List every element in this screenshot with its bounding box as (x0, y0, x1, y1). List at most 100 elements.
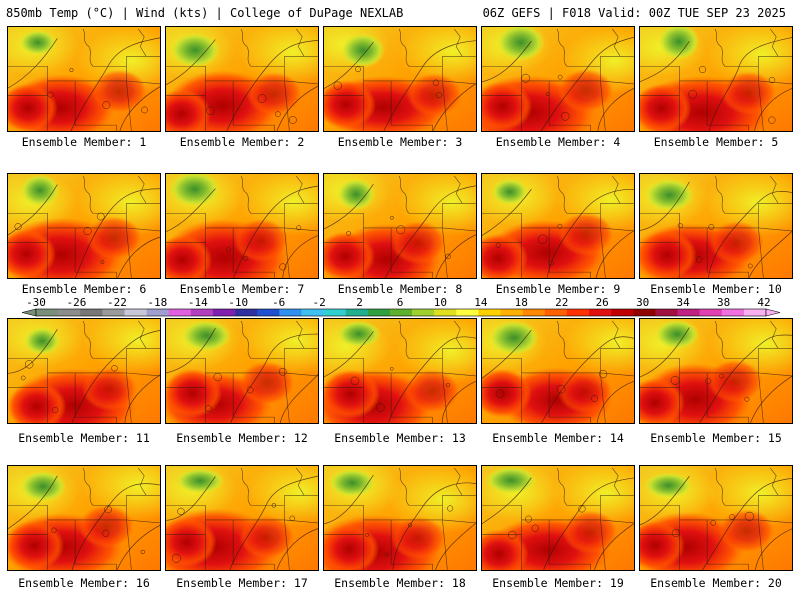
colorbar-tick-label: -18 (147, 296, 167, 309)
colorbar-swatch (633, 309, 656, 316)
ensemble-member-label: Ensemble Member: 20 (650, 576, 782, 590)
temperature-field (166, 174, 318, 278)
temperature-colorbar: -30 -26 -22 -18 -14 -10 -6 -2 2 6 10 14 18 22 26 30 34 38… (21, 296, 781, 317)
ensemble-member-map (165, 173, 319, 279)
ensemble-member-map (323, 465, 477, 571)
temperature-field (640, 319, 792, 423)
temperature-field (166, 466, 318, 570)
colorbar-swatch (168, 309, 192, 316)
colorbar-swatch (611, 309, 634, 316)
temperature-field (8, 174, 160, 278)
ensemble-member-map (639, 26, 793, 132)
colorbar-left-arrow (21, 308, 37, 317)
colorbar-tick-label: 26 (596, 296, 609, 309)
temperature-field (166, 27, 318, 131)
ensemble-member-label: Ensemble Member: 4 (495, 135, 621, 149)
colorbar-swatch (478, 309, 501, 316)
ensemble-member-label: Ensemble Member: 1 (21, 135, 147, 149)
temperature-field (640, 466, 792, 570)
ensemble-member-label: Ensemble Member: 13 (334, 431, 466, 445)
temperature-field (482, 174, 634, 278)
ensemble-member-map (7, 173, 161, 279)
ensemble-member-label: Ensemble Member: 2 (179, 135, 305, 149)
colorbar-tick-label: 6 (397, 296, 404, 309)
colorbar-swatch (212, 309, 236, 316)
ensemble-member-map (7, 26, 161, 132)
colorbar-swatch (389, 309, 413, 316)
ensemble-member-label: Ensemble Member: 17 (176, 576, 308, 590)
ensemble-member-map (323, 318, 477, 424)
colorbar-tick-label: -10 (228, 296, 248, 309)
temperature-field (482, 466, 634, 570)
colorbar-tick-label: 42 (757, 296, 770, 309)
colorbar-swatch (544, 309, 568, 316)
colorbar-swatch (323, 309, 346, 316)
ensemble-member-label: Ensemble Member: 9 (495, 282, 621, 296)
colorbar-tick-label: 18 (515, 296, 528, 309)
ensemble-member-map (481, 26, 635, 132)
colorbar-tick-label: 2 (356, 296, 363, 309)
ensemble-member-label: Ensemble Member: 11 (18, 431, 150, 445)
colorbar-tick-label: -22 (107, 296, 127, 309)
colorbar-swatch (434, 309, 457, 316)
colorbar-tick-label: 30 (636, 296, 649, 309)
model-run-info: 06Z GEFS | F018 Valid: 00Z TUE SEP 23 20… (482, 6, 786, 20)
ensemble-member-map (481, 318, 635, 424)
ensemble-member-label: Ensemble Member: 14 (492, 431, 624, 445)
colorbar-swatch (367, 309, 391, 316)
ensemble-member-map (323, 173, 477, 279)
colorbar-swatch (80, 309, 103, 316)
temperature-field (8, 466, 160, 570)
colorbar-tick-label: 14 (474, 296, 488, 309)
temperature-field (324, 174, 476, 278)
colorbar-swatch (500, 309, 523, 316)
ensemble-member-map (639, 318, 793, 424)
ensemble-member-label: Ensemble Member: 10 (650, 282, 782, 296)
colorbar-swatch (301, 309, 324, 316)
ensemble-member-map (165, 465, 319, 571)
temperature-field (166, 319, 318, 423)
temperature-field (482, 319, 634, 423)
temperature-field (8, 319, 160, 423)
colorbar-swatch (589, 309, 612, 316)
colorbar-swatch (36, 309, 59, 316)
ensemble-member-map (639, 465, 793, 571)
map-title: 850mb Temp (°C) | Wind (kts) | College o… (6, 6, 404, 20)
colorbar-swatch (566, 309, 590, 316)
ensemble-member-map (7, 318, 161, 424)
colorbar-swatch (743, 309, 767, 316)
temperature-field (482, 27, 634, 131)
ensemble-member-map (323, 26, 477, 132)
colorbar-tick-label: -2 (312, 296, 325, 309)
temperature-field (324, 27, 476, 131)
colorbar-swatch (677, 309, 700, 316)
ensemble-member-label: Ensemble Member: 19 (492, 576, 624, 590)
colorbar-swatch (102, 309, 125, 316)
colorbar-tick-label: 22 (555, 296, 568, 309)
ensemble-member-label: Ensemble Member: 3 (337, 135, 463, 149)
ensemble-member-map (481, 465, 635, 571)
ensemble-member-map (165, 318, 319, 424)
ensemble-member-map (7, 465, 161, 571)
colorbar-swatch (412, 309, 435, 316)
colorbar-swatch (235, 309, 258, 316)
colorbar-tick-label: 38 (717, 296, 730, 309)
temperature-field (640, 174, 792, 278)
ensemble-member-map (481, 173, 635, 279)
colorbar-swatch (279, 309, 302, 316)
ensemble-member-label: Ensemble Member: 18 (334, 576, 466, 590)
temperature-field (324, 319, 476, 423)
colorbar-swatch (522, 309, 546, 316)
colorbar-tick-label: 34 (676, 296, 690, 309)
ensemble-member-label: Ensemble Member: 6 (21, 282, 147, 296)
ensemble-member-label: Ensemble Member: 15 (650, 431, 782, 445)
ensemble-member-label: Ensemble Member: 8 (337, 282, 463, 296)
colorbar-swatch (146, 309, 170, 316)
colorbar-swatch (124, 309, 147, 316)
ensemble-member-map (639, 173, 793, 279)
colorbar-swatch (257, 309, 280, 316)
temperature-field (8, 27, 160, 131)
ensemble-member-label: Ensemble Member: 5 (653, 135, 779, 149)
ensemble-member-label: Ensemble Member: 12 (176, 431, 308, 445)
colorbar-swatch (58, 309, 81, 316)
